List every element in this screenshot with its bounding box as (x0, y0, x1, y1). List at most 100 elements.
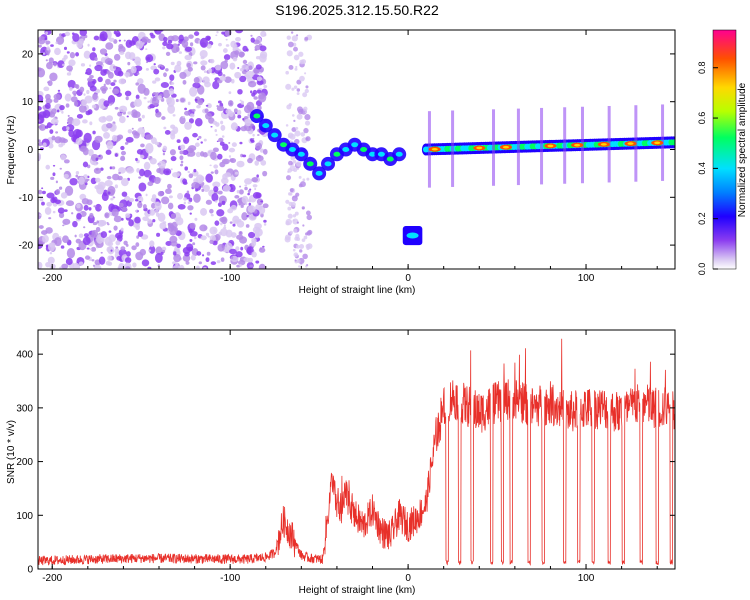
noise-speckle (203, 70, 207, 73)
noise-speckle (183, 197, 187, 201)
noise-speckle (193, 77, 200, 84)
noise-speckle (111, 166, 116, 170)
noise-speckle (46, 192, 55, 199)
noise-speckle (285, 124, 289, 127)
noise-speckle (92, 161, 99, 166)
noise-speckle (160, 82, 170, 89)
noise-speckle (99, 206, 102, 210)
noise-speckle (147, 181, 154, 187)
noise-speckle (238, 230, 243, 236)
noise-speckle (118, 171, 121, 175)
noise-speckle (99, 48, 108, 55)
noise-speckle (142, 204, 147, 209)
noise-speckle (254, 160, 260, 166)
noise-speckle (225, 108, 232, 115)
noise-speckle (212, 147, 219, 153)
noise-speckle (155, 108, 159, 114)
noise-speckle (114, 153, 118, 157)
snr-frame (37, 329, 676, 570)
noise-speckle (185, 260, 190, 265)
noise-speckle (291, 114, 295, 117)
noise-speckle (184, 166, 189, 171)
noise-speckle (143, 161, 151, 170)
noise-speckle (296, 221, 299, 224)
noise-speckle (60, 154, 67, 161)
noise-speckle (78, 176, 85, 185)
noise-speckle (247, 192, 250, 196)
noise-speckle (100, 85, 108, 92)
noise-speckle (50, 44, 54, 47)
noise-speckle (244, 178, 253, 185)
noise-speckle (259, 247, 263, 250)
noise-speckle (136, 235, 140, 239)
noise-speckle (139, 168, 145, 177)
trace-core (369, 151, 377, 157)
noise-speckle (228, 155, 232, 158)
noise-speckle (89, 85, 97, 92)
noise-speckle (125, 136, 134, 143)
noise-speckle (291, 195, 298, 202)
trace-core (324, 161, 332, 167)
noise-speckle (70, 96, 78, 103)
noise-speckle (248, 231, 256, 239)
noise-speckle (174, 64, 182, 73)
noise-speckle (171, 35, 180, 42)
noise-speckle (128, 219, 134, 227)
noise-speckle (54, 47, 61, 56)
noise-speckle (239, 185, 242, 188)
noise-speckle (241, 64, 249, 70)
noise-speckle (134, 209, 138, 212)
noise-speckle (238, 189, 244, 195)
noise-speckle (98, 154, 101, 157)
noise-speckle (293, 252, 299, 258)
noise-speckle (200, 151, 205, 157)
noise-speckle (248, 202, 252, 206)
noise-speckle (78, 233, 84, 238)
noise-speckle (299, 243, 305, 249)
noise-speckle (95, 177, 101, 183)
noise-speckle (165, 241, 172, 246)
noise-speckle (232, 223, 236, 227)
noise-speckle (113, 215, 122, 223)
noise-speckle (263, 84, 268, 89)
spectrogram-content (38, 30, 675, 269)
noise-speckle (73, 93, 77, 97)
noise-speckle (173, 251, 177, 256)
noise-speckle (116, 234, 123, 242)
trace-core (271, 132, 279, 138)
noise-speckle (38, 139, 41, 142)
noise-speckle (201, 188, 205, 193)
noise-speckle (286, 50, 293, 57)
trace-core (351, 142, 359, 148)
noise-speckle (240, 205, 244, 208)
noise-speckle (65, 200, 75, 207)
noise-speckle (244, 186, 248, 191)
noise-speckle (298, 265, 301, 268)
noise-speckle (135, 157, 138, 162)
noise-speckle (183, 201, 187, 205)
noise-speckle (178, 51, 182, 54)
noise-speckle (99, 220, 107, 227)
colorbar-tick-label: 0.4 (697, 162, 707, 175)
noise-speckle (117, 265, 123, 269)
noise-speckle (55, 41, 58, 45)
noise-speckle (153, 63, 156, 66)
noise-speckle (250, 37, 255, 43)
isolated-blob-core (406, 232, 419, 239)
noise-speckle (206, 251, 211, 256)
noise-speckle (292, 248, 296, 252)
noise-speckle (140, 143, 145, 148)
noise-speckle (294, 67, 298, 71)
noise-speckle (159, 222, 167, 230)
noise-speckle (93, 264, 102, 269)
noise-speckle (141, 36, 149, 43)
noise-speckle (260, 30, 267, 38)
noise-speckle (303, 127, 309, 134)
x-tick-label: -200 (42, 573, 62, 584)
noise-speckle (221, 135, 225, 138)
noise-speckle (188, 34, 194, 39)
noise-speckle (296, 259, 301, 264)
noise-speckle (287, 213, 293, 219)
noise-speckle (42, 142, 47, 148)
noise-speckle (170, 82, 175, 85)
